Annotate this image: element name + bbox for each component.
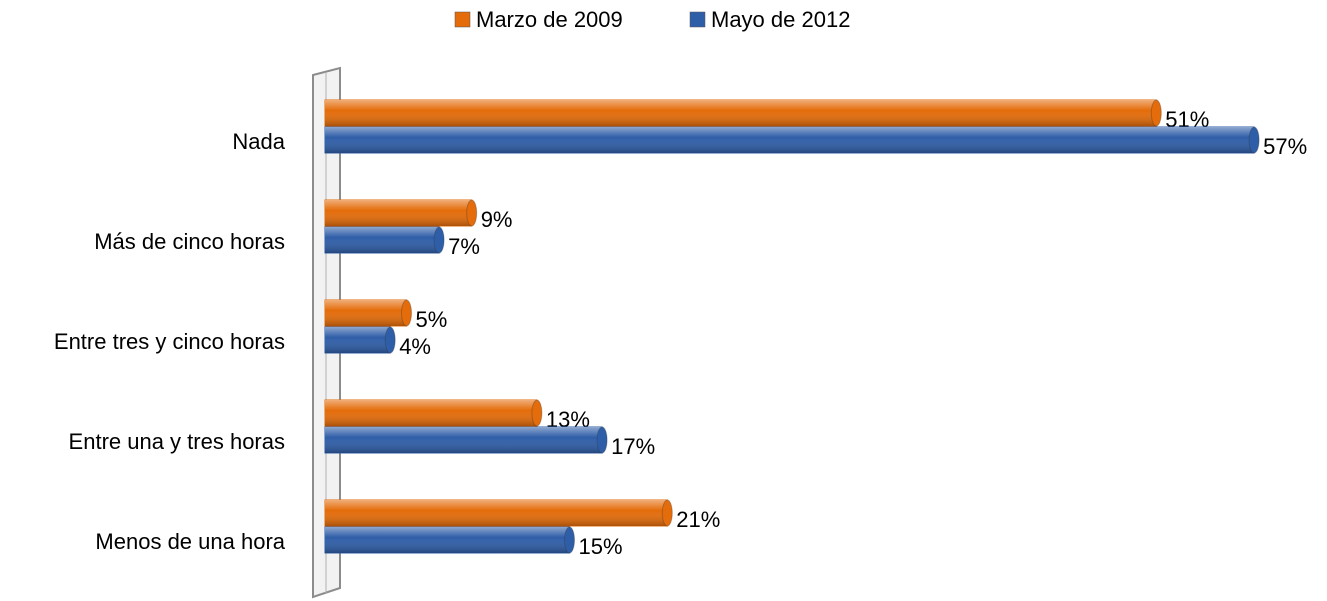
bar-shade <box>325 100 1157 126</box>
bar-cap <box>466 199 478 227</box>
bar-shade <box>325 227 440 253</box>
bar-shade <box>325 327 391 353</box>
legend-label: Mayo de 2012 <box>711 7 850 32</box>
bar-cap <box>596 426 608 454</box>
bar-cap <box>384 326 396 354</box>
bar-cap <box>1150 99 1162 127</box>
legend-label: Marzo de 2009 <box>476 7 623 32</box>
bar-shade <box>325 127 1255 153</box>
bar-cap <box>564 526 575 554</box>
bar-shade <box>325 527 570 553</box>
bar-cap <box>531 399 543 427</box>
category-label: Más de cinco horas <box>94 229 285 254</box>
bar-shade <box>325 427 603 453</box>
legend-swatch <box>689 11 706 28</box>
value-label: 9% <box>481 207 513 232</box>
value-label: 7% <box>448 234 480 259</box>
value-label: 15% <box>579 534 623 559</box>
category-label: Entre tres y cinco horas <box>54 329 285 354</box>
legend-swatch <box>454 11 471 28</box>
bar-shade <box>325 300 407 326</box>
category-label: Menos de una hora <box>95 529 285 554</box>
value-label: 57% <box>1263 134 1307 159</box>
category-label: Nada <box>232 129 285 154</box>
bar-shade <box>325 400 537 426</box>
category-label: Entre una y tres horas <box>69 429 285 454</box>
bar-cap <box>1248 126 1260 154</box>
value-label: 5% <box>416 307 448 332</box>
bar-shade <box>325 200 472 226</box>
bar-shade <box>325 500 668 526</box>
bar-cap <box>401 299 412 327</box>
value-label: 17% <box>611 434 655 459</box>
bar-cap <box>433 226 445 254</box>
value-label: 4% <box>399 334 431 359</box>
bar-cap <box>661 499 673 527</box>
value-label: 21% <box>676 507 720 532</box>
